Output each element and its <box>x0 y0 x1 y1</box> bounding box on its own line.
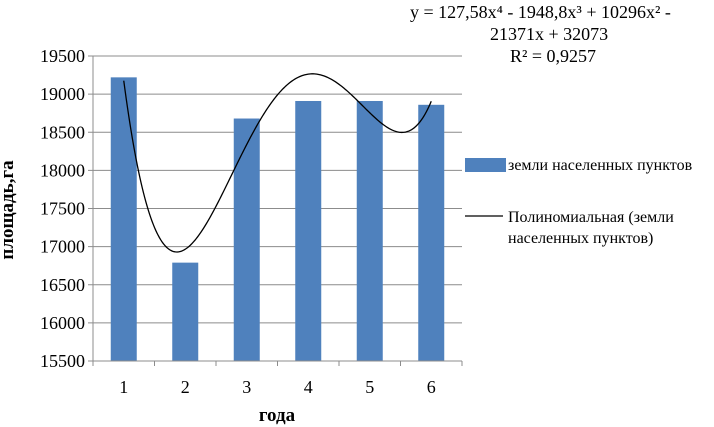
trendline <box>123 73 432 253</box>
y-tick-label: 15500 <box>40 351 85 371</box>
y-tick-label: 16000 <box>40 313 85 333</box>
x-tick-label: 4 <box>304 377 313 397</box>
y-tick-label: 17500 <box>40 199 85 219</box>
equation-line-3: R² = 0,9257 <box>510 46 596 66</box>
x-tick-label: 2 <box>181 377 190 397</box>
x-axis-title: года <box>259 405 296 426</box>
bar <box>233 118 260 362</box>
y-axis-title: площадь,га <box>0 160 18 260</box>
legend-label-bar: земли населенных пунктов <box>508 157 693 174</box>
x-tick-label: 5 <box>365 377 374 397</box>
legend-swatch-bar <box>465 158 506 172</box>
y-tick-label: 18000 <box>40 160 85 180</box>
bar <box>418 104 445 362</box>
equation-line-1: y = 127,58x⁴ - 1948,8x³ + 10296x² - <box>410 2 671 22</box>
x-tick-label: 3 <box>242 377 251 397</box>
y-tick-label: 19000 <box>40 84 85 104</box>
y-tick-labels: 15500 16000 16500 17000 17500 18000 18500 19000… <box>40 46 85 371</box>
bar <box>295 100 322 362</box>
legend-label-trendline-line-1: Полиномиальная (земли <box>508 209 674 226</box>
gridlines <box>88 55 462 362</box>
y-tick-label: 16500 <box>40 275 85 295</box>
x-tick-labels: 1 2 3 4 5 6 <box>119 377 436 397</box>
legend-label-trendline: Полиномиальная (земли населенных пунктов… <box>508 209 678 247</box>
bar <box>110 77 137 361</box>
x-tick-label: 6 <box>427 377 436 397</box>
bar <box>172 262 199 361</box>
y-tick-label: 19500 <box>40 46 85 66</box>
y-tick-label: 18500 <box>40 122 85 142</box>
x-tick-label: 1 <box>119 377 128 397</box>
equation-line-2: 21371x + 32073 <box>490 24 608 44</box>
legend-label-trendline-line-2: населенных пунктов) <box>508 230 653 247</box>
axes <box>92 56 463 366</box>
legend: земли населенных пунктов Полиномиальная … <box>465 157 693 247</box>
bar <box>356 100 383 362</box>
y-tick-label: 17000 <box>40 237 85 257</box>
bar-series <box>110 77 445 362</box>
